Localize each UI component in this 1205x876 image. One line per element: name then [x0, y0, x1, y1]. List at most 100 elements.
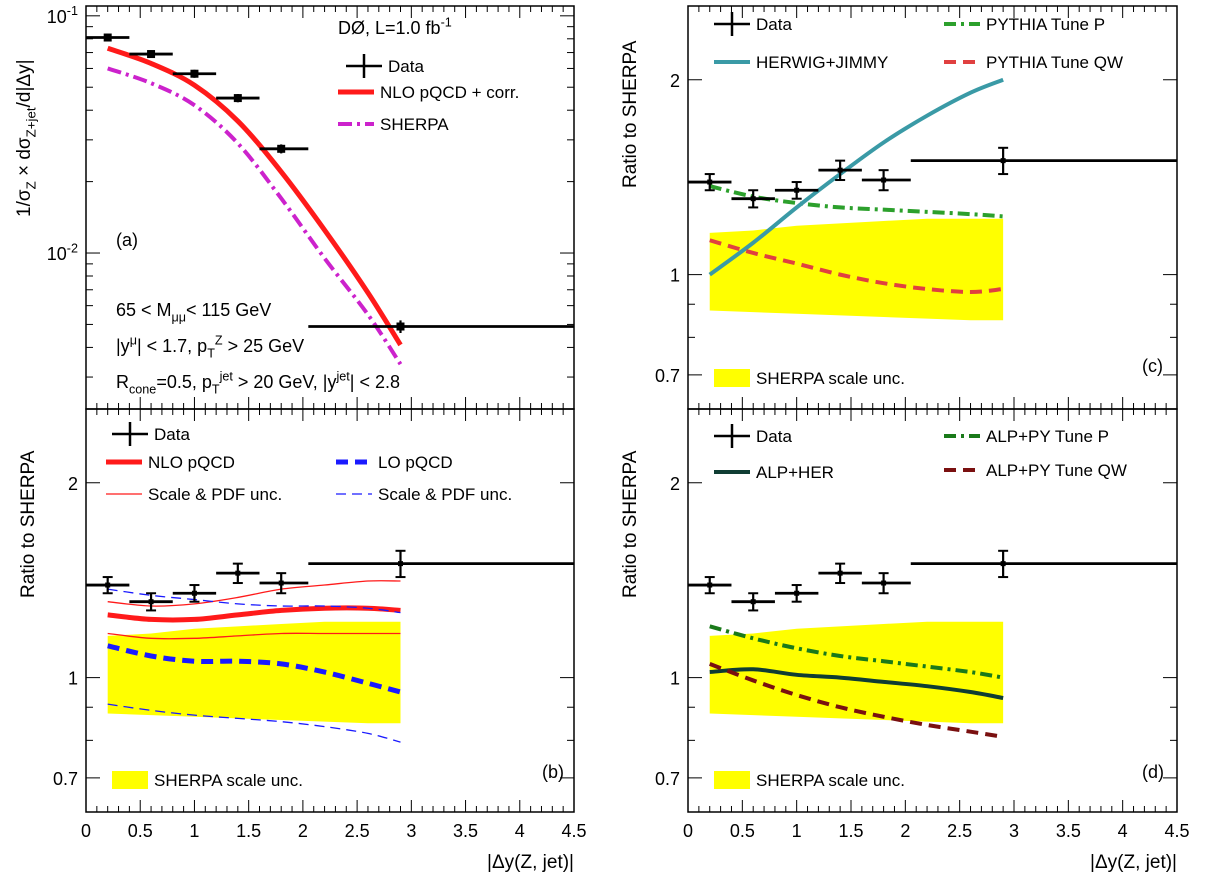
legend-c: Data PYTHIA Tune P HERWIG+JIMMY PYTHIA Tune… — [714, 12, 1123, 388]
data-point — [308, 549, 574, 579]
legend-band-label: SHERPA scale unc. — [756, 771, 905, 790]
plot-area-b — [86, 549, 574, 743]
cut-muon: |yμ| < 1.7, pTZ > 25 GeV — [116, 333, 304, 360]
legend-herwig: HERWIG+JIMMY — [714, 53, 888, 72]
data-point — [216, 562, 260, 585]
sherpa-scale-band — [107, 621, 401, 724]
data-point — [861, 572, 911, 595]
x-tick-label: 1.5 — [838, 821, 863, 841]
y-tick-label: 1 — [68, 669, 78, 689]
legend-alp-py-p-label: ALP+PY Tune P — [986, 427, 1109, 446]
y-tick-label: 0.7 — [655, 769, 680, 789]
y-axis-label: 1/σZ × dσZ+jet/d|Δy| — [14, 59, 39, 217]
legend-data: Data — [346, 54, 424, 78]
legend-band-label: SHERPA scale unc. — [756, 369, 905, 388]
y-axis-label: Ratio to SHERPA — [18, 450, 39, 598]
data-point — [774, 181, 819, 200]
plot-area-a — [86, 33, 574, 366]
x-tick-label: 0.5 — [730, 821, 755, 841]
x-axis-label: |Δy(Z, jet)| — [487, 852, 574, 873]
y-tick-label: 2 — [68, 474, 78, 494]
axes-frame — [687, 408, 1178, 813]
x-tick-label: 2 — [298, 821, 308, 841]
data-point — [910, 146, 1177, 176]
experiment-label: DØ, L=1.0 fb-1 — [338, 15, 452, 38]
data-point — [731, 189, 775, 209]
y-tick-label: 1 — [670, 669, 680, 689]
x-tick-label: 0.5 — [128, 821, 153, 841]
y-axis-label: Ratio to SHERPA — [620, 40, 641, 188]
series-line-c-1 — [708, 77, 1004, 277]
y-tick-label: 2 — [670, 71, 680, 91]
series-line-d-0 — [709, 624, 1004, 680]
data-point — [259, 572, 309, 595]
data-point — [172, 584, 217, 603]
legend-d: Data ALP+PY Tune P ALP+HER ALP+PY Tune QW SH… — [714, 424, 1127, 790]
legend-pythia-p: PYTHIA Tune P — [944, 15, 1105, 34]
panel-d: 0.7 1 2 0 0.5 1 1.5 2 2.5 3 3.5 4 4.5 |Δy(Z, jet)| Rat… — [620, 408, 1190, 873]
y-axis-label: Ratio to SHERPA — [620, 450, 641, 598]
y-tick-label: 1 — [670, 266, 680, 286]
legend-lo-unc-label: Scale & PDF unc. — [378, 485, 512, 504]
data-point — [910, 549, 1177, 579]
legend-alp-py-qw-label: ALP+PY Tune QW — [986, 461, 1127, 480]
x-tick-label: 4.5 — [561, 821, 586, 841]
legend-alp-py-qw: ALP+PY Tune QW — [944, 461, 1127, 480]
legend-sherpa: SHERPA — [338, 115, 449, 134]
panel-label: (a) — [116, 230, 138, 250]
legend-lo-label: LO pQCD — [378, 453, 453, 472]
legend-alp-her-label: ALP+HER — [756, 463, 834, 482]
series-line-b-1 — [107, 580, 401, 607]
legend-b: Data NLO pQCD LO pQCD Scale & PDF unc. Scale… — [106, 422, 512, 790]
x-tick-label: 1.5 — [236, 821, 261, 841]
x-tick-label: 3 — [406, 821, 416, 841]
legend-nlo-label: NLO pQCD + corr. — [380, 83, 519, 102]
cut-jet: Rcone=0.5, pTjet > 20 GeV, |yjet| < 2.8 — [116, 369, 400, 396]
data-point — [216, 94, 260, 103]
legend-lo-unc: Scale & PDF unc. — [336, 485, 512, 504]
legend-band: SHERPA scale unc. — [714, 771, 905, 790]
cut-mass: 65 < Mμμ< 115 GeV — [116, 300, 271, 324]
x-axis-label: |Δy(Z, jet)| — [1090, 852, 1177, 873]
panel-label: (d) — [1142, 762, 1164, 782]
data-point — [129, 50, 173, 59]
panel-label: (b) — [542, 762, 564, 782]
panel-b: 0.7 1 2 0 0.5 1 1.5 2 2.5 3 3.5 4 4.5 |Δy(Z, jet)| Rat… — [18, 408, 587, 873]
x-tick-label: 1 — [189, 821, 199, 841]
legend-pythia-p-label: PYTHIA Tune P — [986, 15, 1105, 34]
axes-frame — [85, 408, 575, 813]
data-point — [259, 144, 309, 154]
legend-nlo-unc: Scale & PDF unc. — [106, 485, 282, 504]
series-line-b-4 — [107, 588, 401, 614]
data-point — [86, 576, 130, 595]
legend-data-label: Data — [154, 425, 190, 444]
series-line-d-1 — [709, 667, 1004, 700]
series-line-a-1 — [107, 66, 403, 366]
data-point — [688, 576, 732, 595]
y-tick-label: 0.7 — [53, 769, 78, 789]
legend-data: Data — [714, 12, 792, 36]
x-tick-label: 0 — [683, 821, 693, 841]
series-line-b-3 — [107, 643, 402, 695]
legend-data: Data — [112, 422, 190, 446]
data-point — [172, 69, 217, 78]
series-line-c-0 — [709, 184, 1004, 219]
series-line-c-2 — [709, 238, 1004, 295]
data-point — [86, 33, 130, 42]
legend-data-label: Data — [756, 427, 792, 446]
series-line-b-2 — [107, 632, 401, 640]
panel-label: (c) — [1142, 356, 1163, 376]
x-tick-label: 4 — [515, 821, 525, 841]
data-point — [308, 320, 574, 334]
series-line-a-0 — [106, 45, 403, 347]
y-tick-label: 10-1 — [47, 4, 78, 27]
y-tick-label: 10-2 — [47, 241, 78, 264]
legend-band-label: SHERPA scale unc. — [154, 771, 303, 790]
legend-sherpa-label: SHERPA — [380, 115, 449, 134]
x-tick-label: 2 — [900, 821, 910, 841]
legend-alp-her: ALP+HER — [714, 463, 834, 482]
x-tick-label: 2.5 — [345, 821, 370, 841]
x-tick-label: 0 — [81, 821, 91, 841]
data-point — [818, 562, 862, 585]
series-line-b-5 — [107, 703, 401, 743]
